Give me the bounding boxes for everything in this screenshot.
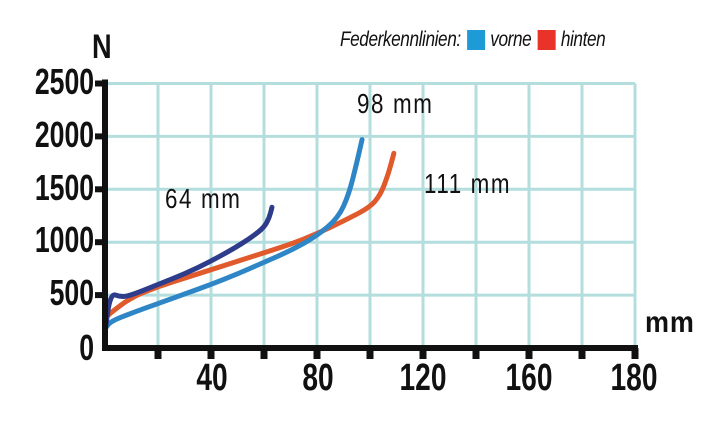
legend-swatch-hinten-icon xyxy=(537,30,556,50)
y-tick-label: 1500 xyxy=(34,167,94,208)
annotation-98mm: 98 mm xyxy=(357,88,434,119)
x-tick-label: 120 xyxy=(399,357,447,399)
annotation-111mm: 111 mm xyxy=(424,168,512,199)
annotation-64mm: 64 mm xyxy=(165,183,242,214)
curve-series-0 xyxy=(102,204,275,335)
x-axis-unit: mm xyxy=(645,306,695,339)
legend-label-vorne: vorne xyxy=(490,28,532,51)
spring-curves xyxy=(102,137,397,335)
y-tick-label: 2000 xyxy=(34,114,94,155)
curve-series-2 xyxy=(102,150,397,321)
y-tick-label: 2500 xyxy=(34,61,94,102)
y-axis-unit: N xyxy=(92,28,112,66)
x-tick-label: 180 xyxy=(610,357,658,399)
y-tick-label: 500 xyxy=(49,272,94,313)
x-tick-label: 80 xyxy=(302,357,334,399)
y-tick-label: 1000 xyxy=(34,219,94,260)
curve-series-1 xyxy=(102,137,365,332)
legend-title: Federkennlinien: xyxy=(340,28,461,51)
x-tick-label: 40 xyxy=(196,357,228,399)
legend-label-hinten: hinten xyxy=(560,28,606,51)
legend-swatch-vorne-icon xyxy=(467,30,486,50)
y-tick-label: 0 xyxy=(79,327,94,368)
grid-lines xyxy=(105,82,637,348)
legend: Federkennlinien: vorne hinten xyxy=(340,26,606,54)
axes xyxy=(95,79,639,359)
x-tick-label: 160 xyxy=(505,357,553,399)
